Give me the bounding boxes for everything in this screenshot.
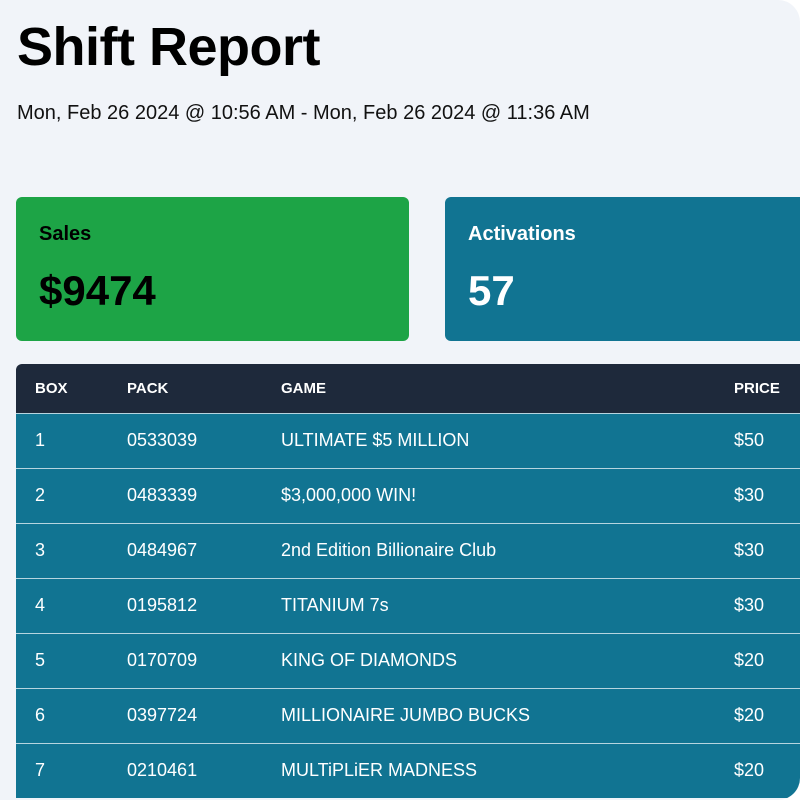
- cell-box: 5: [35, 650, 46, 670]
- cell-game: $3,000,000 WIN!: [281, 485, 417, 505]
- packs-table: BOX PACK GAME PRICE 1 0533039 ULTIMATE $…: [16, 364, 800, 798]
- activations-value: 57: [468, 267, 515, 314]
- cell-pack: 0397724: [127, 705, 198, 725]
- column-header-game[interactable]: GAME: [281, 379, 326, 397]
- cell-game: MILLIONAIRE JUMBO BUCKS: [281, 705, 531, 725]
- cell-pack: 0195812: [127, 595, 198, 615]
- cell-price: $20: [734, 650, 765, 670]
- sales-card: Sales $9474: [16, 197, 409, 341]
- cell-price: $50: [734, 430, 765, 450]
- shift-date-range: Mon, Feb 26 2024 @ 10:56 AM - Mon, Feb 2…: [17, 102, 590, 124]
- table-body: 1 0533039 ULTIMATE $5 MILLION $50 2 0483…: [16, 413, 800, 798]
- cell-price: $30: [734, 595, 765, 615]
- cell-pack: 0484967: [127, 540, 198, 560]
- page-title: Shift Report: [17, 17, 320, 77]
- table-header-row: BOX PACK GAME PRICE: [16, 364, 800, 413]
- activations-card: Activations 57: [445, 197, 800, 341]
- table-row[interactable]: 7 0210461 MULTiPLiER MADNESS $20: [16, 743, 800, 798]
- cell-game: KING OF DIAMONDS: [281, 650, 458, 670]
- cell-pack: 0483339: [127, 485, 198, 505]
- sales-value: $9474: [39, 267, 156, 314]
- cell-game: TITANIUM 7s: [281, 595, 389, 615]
- cell-pack: 0170709: [127, 650, 198, 670]
- table-header: BOX PACK GAME PRICE: [16, 364, 800, 413]
- table-row[interactable]: 4 0195812 TITANIUM 7s $30: [16, 578, 800, 633]
- cell-pack: 0533039: [127, 430, 198, 450]
- cell-price: $20: [734, 760, 765, 781]
- column-header-pack[interactable]: PACK: [127, 379, 169, 397]
- cell-box: 6: [35, 705, 46, 725]
- cell-box: 1: [35, 430, 46, 450]
- table-row[interactable]: 5 0170709 KING OF DIAMONDS $20: [16, 633, 800, 688]
- cell-game: ULTIMATE $5 MILLION: [281, 430, 470, 450]
- column-header-price[interactable]: PRICE: [734, 379, 780, 397]
- cell-game: MULTiPLiER MADNESS: [281, 760, 478, 781]
- cell-game: 2nd Edition Billionaire Club: [281, 540, 497, 560]
- sales-label: Sales: [39, 223, 92, 245]
- table-row[interactable]: 3 0484967 2nd Edition Billionaire Club $…: [16, 523, 800, 578]
- packs-table-container[interactable]: BOX PACK GAME PRICE 1 0533039 ULTIMATE $…: [16, 364, 800, 800]
- cell-box: 7: [35, 760, 46, 781]
- cell-price: $20: [734, 705, 765, 725]
- cell-box: 2: [35, 485, 46, 505]
- cell-price: $30: [734, 485, 765, 505]
- cell-price: $30: [734, 540, 765, 560]
- table-row[interactable]: 1 0533039 ULTIMATE $5 MILLION $50: [16, 413, 800, 468]
- cell-pack: 0210461: [127, 760, 198, 781]
- cell-box: 3: [35, 540, 46, 560]
- table-row[interactable]: 6 0397724 MILLIONAIRE JUMBO BUCKS $20: [16, 688, 800, 743]
- table-row[interactable]: 2 0483339 $3,000,000 WIN! $30: [16, 468, 800, 523]
- activations-label: Activations: [468, 223, 576, 245]
- cell-box: 4: [35, 595, 46, 615]
- column-header-box[interactable]: BOX: [35, 379, 68, 397]
